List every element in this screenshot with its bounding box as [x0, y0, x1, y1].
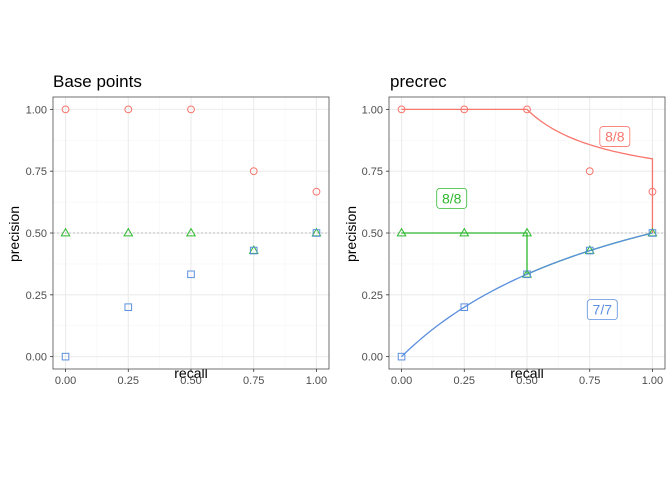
data-point-circle	[523, 105, 531, 114]
data-point-square	[585, 246, 594, 255]
data-point-square	[648, 229, 657, 237]
data-point-square	[312, 229, 321, 237]
y-tick-label: 0.75	[362, 166, 383, 178]
x-tick-label: 0.50	[180, 375, 201, 387]
data-point-square	[397, 352, 406, 361]
data-point-circle	[249, 167, 258, 176]
x-tick-label: 0.75	[579, 375, 600, 387]
panel-precrec: precrec recall precision 8/88/87/70.000.…	[343, 72, 666, 387]
data-point-triangle	[521, 227, 533, 237]
y-tick-label: 0.00	[362, 352, 383, 364]
panel-title: precrec	[390, 72, 447, 91]
y-tick-label: 1.00	[362, 104, 383, 116]
panel-title: Base points	[53, 72, 142, 91]
x-tick-label: 1.00	[306, 375, 327, 387]
x-tick-label: 0.25	[118, 375, 139, 387]
data-point-square	[187, 270, 195, 279]
y-tick-label: 0.50	[362, 228, 383, 240]
data-point-circle	[648, 187, 657, 196]
data-point-triangle	[123, 227, 134, 237]
panel-base-points: Base points recall precision 0.000.000.2…	[6, 72, 330, 387]
y-tick-label: 0.00	[26, 352, 47, 364]
data-point-triangle	[185, 227, 197, 237]
annotation-label: 8/8	[442, 190, 462, 206]
data-point-circle	[460, 105, 469, 114]
x-tick-label: 0.25	[454, 375, 475, 387]
data-point-circle	[61, 105, 70, 114]
y-tick-label: 0.25	[26, 290, 47, 302]
annotation-label: 8/8	[605, 129, 625, 145]
y-tick-label: 0.25	[362, 290, 383, 302]
series-line-red	[401, 108, 654, 233]
y-axis-label: precision	[343, 206, 359, 262]
x-tick-label: 0.50	[516, 375, 537, 387]
x-tick-label: 0.00	[391, 375, 412, 387]
data-point-circle	[312, 187, 321, 196]
data-point-circle	[585, 167, 594, 176]
data-point-circle	[397, 105, 406, 114]
annotation-box	[436, 187, 468, 209]
data-point-triangle	[396, 227, 407, 237]
y-tick-label: 0.75	[26, 166, 47, 178]
x-tick-label: 0.75	[243, 375, 264, 387]
data-point-square	[61, 352, 70, 361]
data-point-circle	[124, 105, 133, 114]
data-point-triangle	[60, 227, 71, 237]
annotation-box	[599, 126, 631, 147]
y-tick-label: 1.00	[26, 104, 47, 116]
annotation-label: 7/7	[593, 302, 613, 318]
y-axis-label: precision	[6, 206, 22, 262]
data-point-square	[124, 303, 133, 311]
data-point-square	[523, 270, 531, 279]
data-point-circle	[187, 105, 195, 114]
data-point-square	[460, 303, 469, 311]
x-tick-label: 0.00	[55, 375, 76, 387]
data-point-square	[249, 246, 258, 255]
data-point-triangle	[459, 227, 470, 237]
y-tick-label: 0.50	[26, 228, 47, 240]
x-tick-label: 1.00	[642, 375, 663, 387]
series-line-blue	[401, 232, 653, 358]
annotation-box	[586, 299, 618, 321]
